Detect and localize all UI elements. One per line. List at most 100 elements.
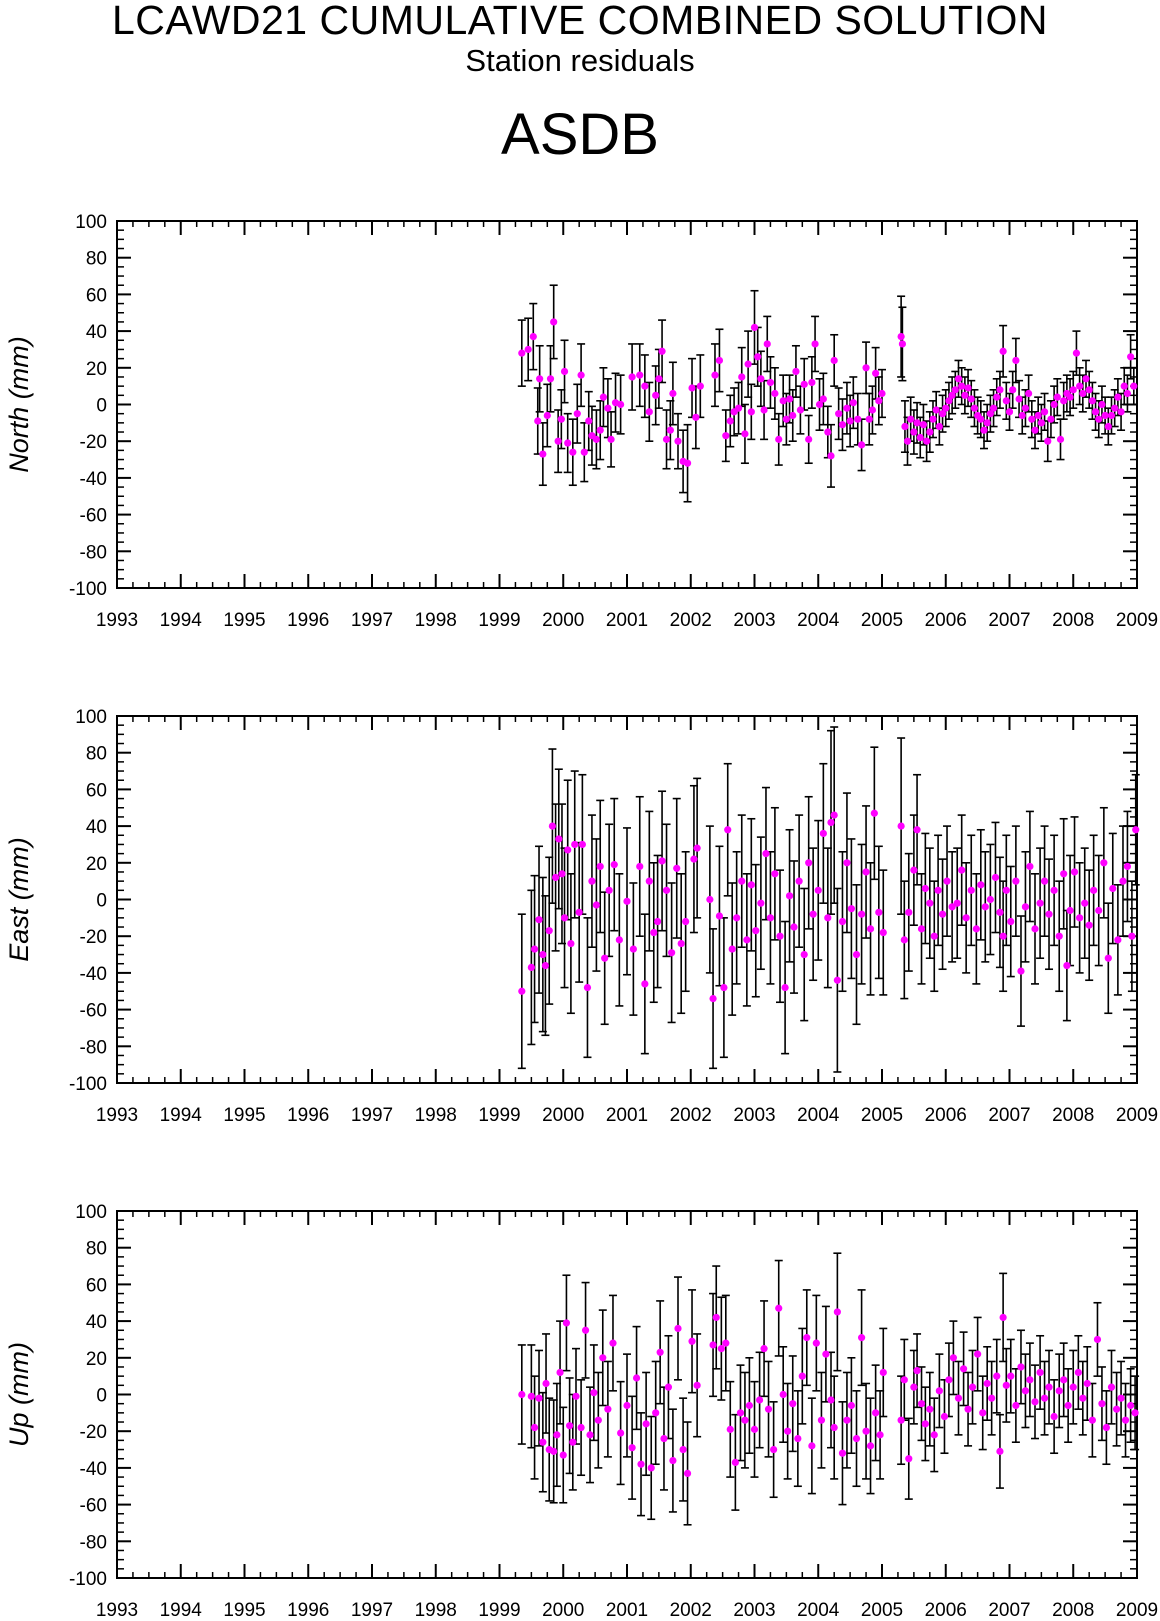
east-data-point bbox=[623, 897, 631, 905]
north-data-point bbox=[907, 415, 915, 423]
north-x-tick-label: 2005 bbox=[861, 610, 903, 631]
north-data-point bbox=[744, 360, 752, 368]
north-data-point bbox=[1009, 386, 1017, 394]
east-data-point bbox=[690, 855, 698, 863]
north-x-tick-label: 2008 bbox=[1052, 610, 1094, 631]
up-data-point bbox=[1060, 1376, 1068, 1384]
north-data-point bbox=[1056, 435, 1065, 443]
east-data-point bbox=[645, 877, 653, 885]
up-data-point bbox=[741, 1416, 749, 1424]
north-data-point bbox=[596, 426, 604, 434]
east-data-point bbox=[926, 899, 934, 907]
up-data-point bbox=[594, 1416, 602, 1424]
east-x-tick-label: 2003 bbox=[733, 1105, 775, 1126]
north-data-point bbox=[1085, 386, 1093, 394]
north-data-point bbox=[868, 406, 877, 414]
east-data-point bbox=[1002, 886, 1010, 894]
north-data-point bbox=[958, 382, 966, 390]
north-data-point bbox=[916, 433, 924, 442]
up-data-point bbox=[669, 1456, 677, 1465]
north-x-tick-label: 2000 bbox=[542, 610, 584, 631]
north-x-tick-label: 2002 bbox=[670, 610, 712, 631]
east-data-point bbox=[910, 866, 918, 874]
up-data-point bbox=[577, 1423, 585, 1432]
east-data-point bbox=[1060, 870, 1068, 878]
up-data-point bbox=[968, 1383, 977, 1391]
north-data-point bbox=[518, 349, 526, 357]
up-data-point bbox=[954, 1394, 963, 1402]
up-data-point bbox=[798, 1372, 806, 1380]
north-data-point bbox=[1076, 382, 1084, 390]
up-data-point bbox=[688, 1337, 696, 1345]
east-data-point bbox=[1076, 914, 1084, 922]
up-data-point bbox=[812, 1339, 820, 1347]
north-data-point bbox=[858, 441, 866, 449]
up-x-tick-label: 1997 bbox=[351, 1600, 393, 1621]
up-x-tick-label: 2007 bbox=[988, 1600, 1030, 1621]
north-y-tick-label: 80 bbox=[86, 249, 107, 270]
up-data-point bbox=[866, 1442, 875, 1450]
east-data-point bbox=[1081, 899, 1089, 907]
north-x-tick-label: 2009 bbox=[1116, 610, 1158, 631]
east-data-point bbox=[592, 901, 601, 909]
north-data-point bbox=[1088, 397, 1096, 405]
up-data-point bbox=[879, 1368, 887, 1377]
east-data-point bbox=[1012, 877, 1020, 885]
north-data-point bbox=[954, 375, 963, 383]
east-data-point bbox=[724, 826, 732, 834]
up-x-tick-label: 1996 bbox=[287, 1600, 329, 1621]
east-data-point bbox=[843, 859, 851, 867]
east-data-point bbox=[827, 818, 835, 827]
north-data-point bbox=[696, 382, 704, 390]
north-data-point bbox=[961, 391, 969, 399]
east-data-point bbox=[986, 895, 994, 904]
east-data-point bbox=[583, 983, 592, 992]
north-data-point bbox=[835, 410, 843, 418]
north-data-point bbox=[763, 340, 771, 348]
east-data-point bbox=[948, 903, 956, 911]
north-x-tick-label: 1995 bbox=[223, 610, 265, 631]
east-data-point bbox=[962, 914, 970, 922]
north-data-point bbox=[926, 428, 934, 436]
east-data-point bbox=[1017, 967, 1025, 975]
east-data-point bbox=[771, 870, 779, 878]
up-y-tick-label: -40 bbox=[80, 1459, 107, 1480]
north-data-point bbox=[846, 417, 854, 425]
up-x-tick-label: 1993 bbox=[96, 1600, 138, 1621]
east-data-point bbox=[981, 903, 989, 911]
up-x-tick-label: 2006 bbox=[925, 1600, 967, 1621]
east-data-point bbox=[1036, 899, 1044, 907]
up-data-point bbox=[779, 1390, 787, 1399]
up-data-point bbox=[1074, 1368, 1082, 1377]
up-data-point bbox=[709, 1341, 717, 1349]
up-y-tick-label: -60 bbox=[80, 1496, 107, 1517]
north-data-point bbox=[993, 393, 1001, 401]
north-data-point bbox=[875, 397, 883, 405]
north-data-point bbox=[1104, 422, 1112, 431]
east-data-point bbox=[673, 864, 681, 872]
east-data-point bbox=[766, 914, 775, 922]
up-data-point bbox=[1127, 1401, 1135, 1410]
north-data-point bbox=[741, 430, 749, 438]
up-x-tick-label: 1995 bbox=[223, 1600, 265, 1621]
north-data-point bbox=[557, 415, 565, 423]
north-data-point bbox=[641, 382, 649, 390]
east-x-tick-label: 1995 bbox=[223, 1105, 265, 1126]
north-data-point bbox=[604, 404, 612, 412]
up-data-point bbox=[1098, 1400, 1106, 1408]
east-data-point bbox=[518, 987, 526, 995]
east-data-point bbox=[958, 866, 966, 874]
north-data-point bbox=[824, 428, 832, 436]
east-y-tick-label: 40 bbox=[86, 817, 107, 838]
east-data-point bbox=[654, 917, 662, 926]
north-data-point bbox=[910, 428, 918, 436]
north-x-tick-label: 2001 bbox=[606, 610, 648, 631]
north-data-point bbox=[1031, 426, 1039, 434]
east-data-point bbox=[615, 936, 623, 944]
up-data-point bbox=[789, 1400, 797, 1408]
up-data-point bbox=[905, 1455, 913, 1463]
east-y-tick-label: -60 bbox=[80, 1001, 107, 1022]
up-data-point bbox=[712, 1313, 720, 1322]
north-data-point bbox=[1082, 375, 1090, 383]
north-data-point bbox=[838, 421, 847, 429]
